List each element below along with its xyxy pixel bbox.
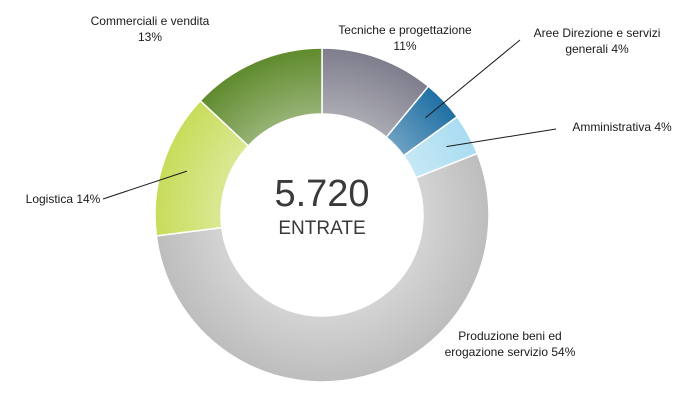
donut-center: 5.720 ENTRATE	[274, 173, 369, 239]
slice-label-line: 11%	[393, 39, 416, 53]
chart-slices	[154, 47, 490, 383]
slice-label: Amministrativa 4%	[572, 120, 672, 134]
center-total-value: 5.720	[274, 173, 369, 215]
slice-label-line: Produzione beni ed	[458, 329, 561, 343]
slice-label-line: Tecniche e progettazione	[338, 23, 472, 37]
slice-label-line: Aree Direzione e servizi	[534, 26, 661, 40]
slice-produzione-beni-ed-erogazione-servizio	[155, 152, 490, 383]
slice-label: Commerciali e vendita 13%	[91, 14, 210, 44]
slice-label: Logistica 14%	[26, 192, 101, 206]
leader-line	[425, 39, 521, 119]
slice-label: Aree Direzione e servizi generali 4%	[534, 26, 661, 56]
slice-label-line: Amministrativa 4%	[572, 120, 672, 134]
leader-line	[446, 128, 557, 148]
leader-lines	[102, 39, 557, 200]
slice-commerciali-e-vendita	[199, 47, 323, 147]
slice-label-line: erogazione servizio 54%	[445, 345, 576, 359]
center-total-label: ENTRATE	[278, 218, 365, 239]
slice-label-line: generali 4%	[565, 42, 629, 56]
slice-label-line: Commerciali e vendita	[91, 14, 210, 28]
slice-label: Tecniche e progettazione 11%	[338, 23, 472, 53]
slice-labels: Tecniche e progettazione 11% Aree Direzion…	[26, 14, 672, 359]
slice-label: Produzione beni ed erogazione servizio 54…	[445, 329, 576, 359]
slice-label-line: Logistica 14%	[26, 192, 101, 206]
slice-label-line: 13%	[138, 30, 162, 44]
leader-line	[102, 170, 188, 200]
